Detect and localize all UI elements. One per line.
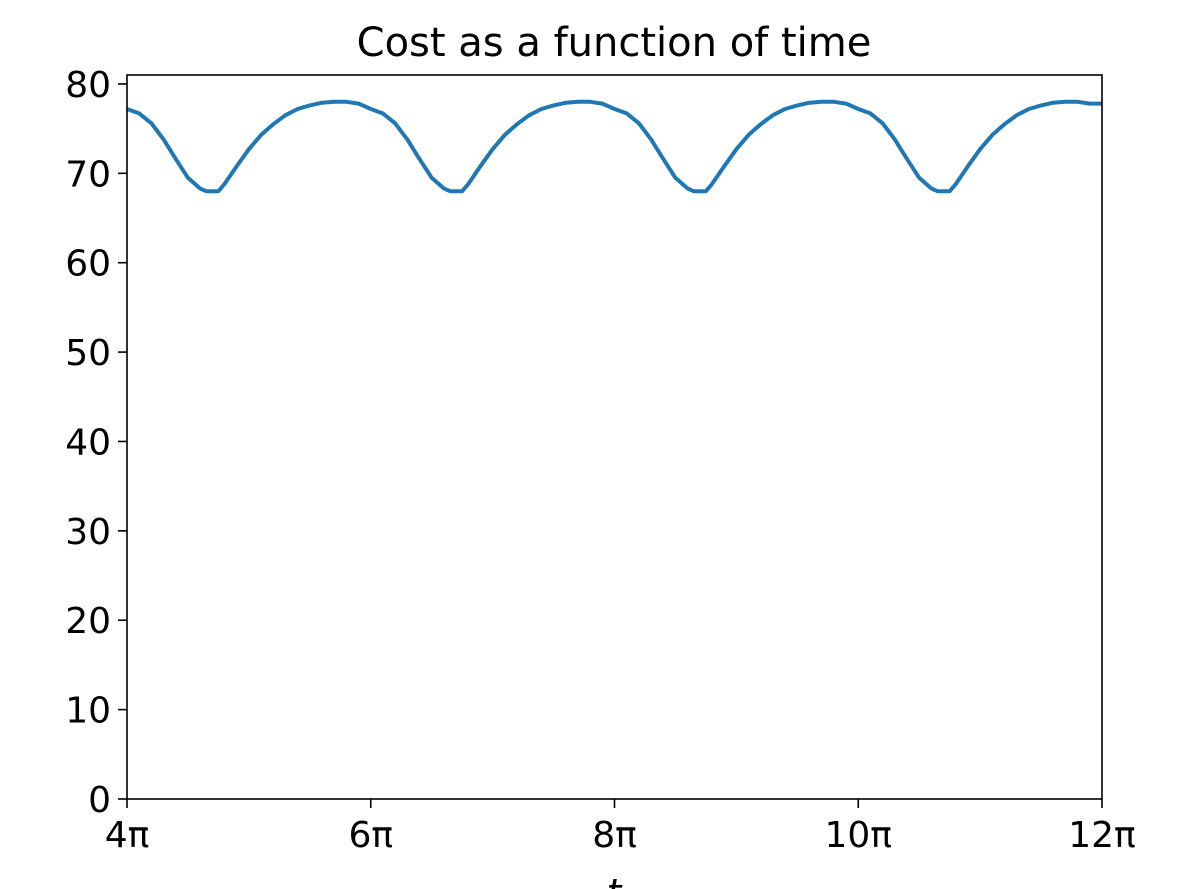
- x-axis-ticks: 4π 6π 8π 10π 12π: [105, 799, 1136, 856]
- x-tick-label: 10π: [825, 815, 892, 856]
- x-tick-label: 6π: [348, 815, 393, 856]
- y-tick-label: 50: [65, 333, 111, 374]
- x-tick-label: 12π: [1068, 815, 1135, 856]
- y-tick-label: 70: [65, 154, 111, 195]
- plot-area-frame: [126, 74, 1103, 800]
- series-line-cost: [126, 99, 1102, 194]
- y-axis-ticks: 0 10 20 30 40 50 60 70 80: [65, 65, 127, 821]
- y-tick-label: 10: [65, 691, 111, 732]
- x-tick-label: 4π: [105, 815, 150, 856]
- x-axis-label: t: [607, 871, 624, 889]
- y-tick-label: 40: [65, 422, 111, 463]
- y-tick-label: 60: [65, 244, 111, 285]
- y-tick-label: 80: [65, 65, 111, 106]
- x-tick-label: 8π: [592, 815, 637, 856]
- chart-title: Cost as a function of time: [357, 20, 872, 66]
- y-tick-label: 30: [65, 512, 111, 553]
- y-tick-label: 20: [65, 601, 111, 642]
- y-tick-label: 0: [88, 780, 111, 821]
